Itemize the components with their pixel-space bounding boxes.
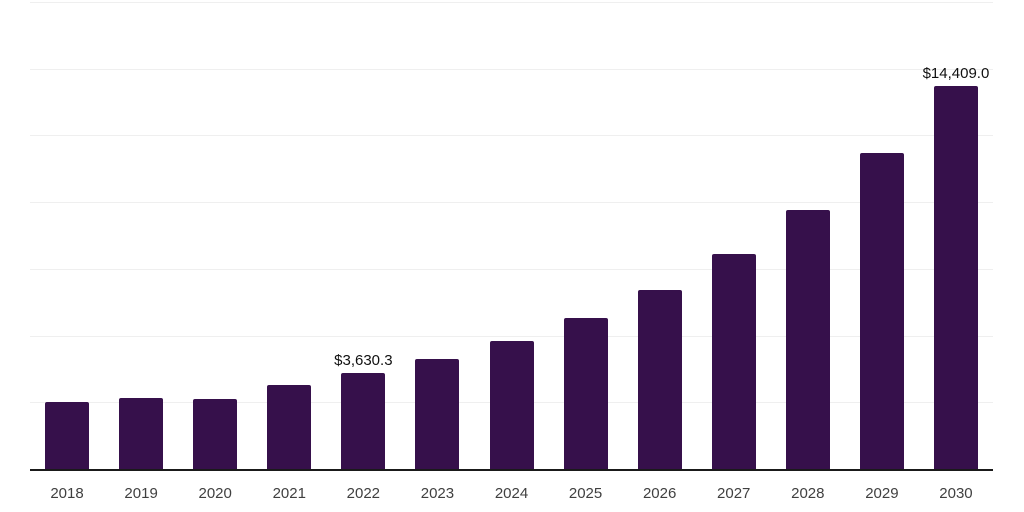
gridline xyxy=(30,268,993,270)
bar-2028 xyxy=(785,209,830,470)
bar-2025 xyxy=(563,318,608,470)
bar-2020 xyxy=(193,398,238,470)
gridline xyxy=(30,335,993,337)
bar-2018 xyxy=(45,401,90,470)
x-tick-2018: 2018 xyxy=(50,485,84,502)
x-tick-2026: 2026 xyxy=(642,485,677,502)
x-tick-2022: 2022 xyxy=(346,485,381,502)
bar-2030 xyxy=(933,85,978,470)
data-label-2030: $14,409.0 xyxy=(922,64,990,82)
bar-2021 xyxy=(267,385,312,470)
bar-2023 xyxy=(415,359,460,470)
bar-2024 xyxy=(489,340,534,470)
bar-2022 xyxy=(341,373,386,470)
x-tick-2023: 2023 xyxy=(420,485,455,502)
bar-2027 xyxy=(711,254,756,470)
x-tick-2024: 2024 xyxy=(494,485,529,502)
gridline xyxy=(30,2,993,3)
x-tick-2028: 2028 xyxy=(791,485,825,502)
bar-2029 xyxy=(859,153,904,470)
x-tick-2029: 2029 xyxy=(865,485,899,502)
x-tick-2025: 2025 xyxy=(568,485,603,502)
data-label-2022: $3,630.3 xyxy=(334,352,393,370)
bar-2019 xyxy=(119,397,164,470)
x-tick-2020: 2020 xyxy=(198,485,232,502)
gridline xyxy=(30,202,993,204)
x-tick-2021: 2021 xyxy=(272,485,306,502)
x-tick-2030: 2030 xyxy=(939,485,973,502)
plot-area: $3,630.3 $14,409.0 xyxy=(30,2,993,470)
bar-2026 xyxy=(637,290,682,470)
x-axis-line xyxy=(30,469,993,471)
x-tick-2019: 2019 xyxy=(124,485,158,502)
gridline xyxy=(30,68,993,70)
gridline xyxy=(30,135,993,137)
x-tick-2027: 2027 xyxy=(717,485,751,502)
